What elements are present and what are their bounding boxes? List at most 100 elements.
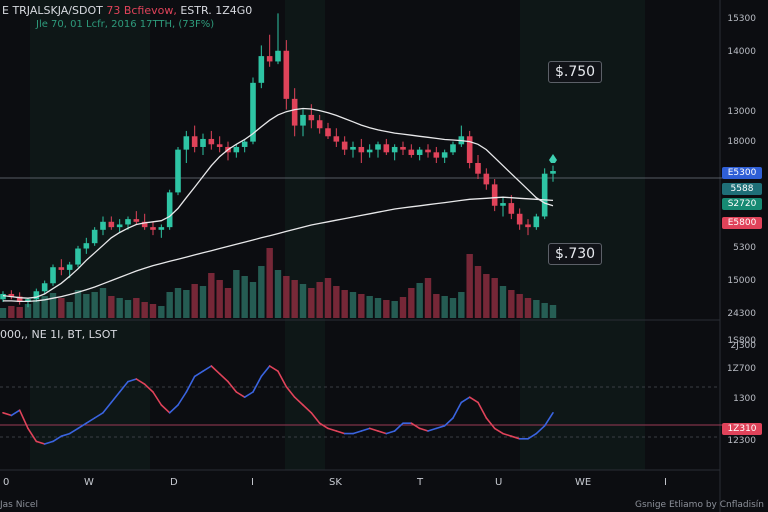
volume-bar xyxy=(124,300,132,318)
candle-body xyxy=(66,264,73,270)
osc-segment xyxy=(502,432,513,438)
volume-bar xyxy=(241,276,248,318)
candle xyxy=(75,245,81,268)
volume-bar xyxy=(191,284,198,318)
candle xyxy=(208,130,215,150)
candle-body xyxy=(91,229,98,244)
candle xyxy=(450,141,456,155)
osc-segment xyxy=(177,391,188,406)
osc-segment xyxy=(368,427,379,432)
indicator-label: 000,, NE 1I, BT, LSOT xyxy=(0,328,118,341)
grid-lines xyxy=(0,0,740,512)
volume-bar xyxy=(383,300,390,318)
volume-bar xyxy=(233,270,240,318)
indicator-axis-label: 1300 xyxy=(733,394,756,404)
candle-body xyxy=(383,144,390,153)
osc-segment xyxy=(52,435,63,443)
candle-body xyxy=(283,50,290,99)
candle-body xyxy=(325,128,331,137)
candle-body xyxy=(275,50,281,62)
candle xyxy=(216,136,223,153)
candle xyxy=(425,144,431,158)
candle xyxy=(400,141,406,155)
volume-bar xyxy=(541,303,548,318)
osc-segment xyxy=(10,409,21,417)
candle xyxy=(0,291,6,302)
osc-segment xyxy=(268,365,279,373)
candle xyxy=(175,146,181,196)
volume-bars xyxy=(0,248,557,318)
osc-segment xyxy=(77,422,88,430)
symbol-label: E TRJALSKJA/SDOT xyxy=(2,4,103,17)
osc-segment xyxy=(18,409,29,430)
volume-bar xyxy=(416,283,423,318)
price-tag: E5800 xyxy=(722,217,762,229)
candle-body xyxy=(125,219,131,225)
candle xyxy=(458,125,465,147)
volume-bar xyxy=(308,288,315,318)
candle xyxy=(475,154,481,180)
volume-bar xyxy=(424,278,432,318)
candle-body xyxy=(291,98,298,126)
candle-body xyxy=(250,82,256,142)
volume-bar xyxy=(41,296,48,318)
volume-bar xyxy=(283,276,290,318)
candle-body xyxy=(358,146,365,153)
candle-body xyxy=(141,221,148,228)
price-axis-label: 13000 xyxy=(727,107,756,117)
osc-segment xyxy=(93,411,104,419)
osc-segment xyxy=(110,391,121,404)
volume-bar xyxy=(408,288,415,318)
candle-body xyxy=(341,141,348,150)
candle-body xyxy=(466,136,473,163)
price-axis-label: 18000 xyxy=(727,137,756,147)
candle-body xyxy=(550,171,556,174)
volume-bar xyxy=(291,280,298,318)
candle xyxy=(416,146,423,161)
time-axis-label: SK xyxy=(329,477,342,488)
candle xyxy=(308,104,315,129)
osc-segment xyxy=(127,378,138,383)
osc-segment xyxy=(385,430,396,435)
osc-segment xyxy=(327,427,338,432)
candle xyxy=(516,208,523,230)
candle xyxy=(325,122,331,139)
osc-segment xyxy=(393,422,404,432)
osc-segment xyxy=(235,391,246,399)
candle-body xyxy=(241,141,248,147)
volume-bar xyxy=(491,278,498,318)
candle xyxy=(150,221,156,236)
ma-fast-line xyxy=(2,107,554,299)
candle-body xyxy=(366,149,373,153)
candle-body xyxy=(400,146,406,150)
candle xyxy=(191,125,198,153)
volume-bar xyxy=(249,282,257,318)
osc-segment xyxy=(468,396,479,404)
volume-bar xyxy=(324,278,332,318)
candle xyxy=(541,168,548,220)
candle xyxy=(366,144,373,158)
candle-body xyxy=(16,296,23,302)
candle xyxy=(41,280,48,294)
volume-bar xyxy=(266,248,273,318)
volume-bar xyxy=(91,292,98,318)
candle-body xyxy=(266,56,273,62)
price-tag: E5300 xyxy=(722,167,762,179)
chart-subheader: Jle 70, 01 Lcfr, 2016 17TTH, (73F%) xyxy=(36,19,215,30)
volume-bar xyxy=(341,290,348,318)
osc-segment xyxy=(427,427,438,432)
price-callout-upper: $.750 xyxy=(548,61,603,83)
osc-segment xyxy=(418,427,429,432)
footer-right: Gsnige Etliamo by Cnfladisín xyxy=(634,500,764,510)
candle-body xyxy=(0,293,6,300)
volume-bar xyxy=(49,293,57,318)
candle-body xyxy=(300,114,306,126)
volume-bar xyxy=(549,305,557,318)
osc-segment xyxy=(293,396,304,406)
candle xyxy=(183,130,190,163)
candle-body xyxy=(166,192,173,228)
volume-bar xyxy=(66,302,73,318)
osc-segment xyxy=(2,411,13,417)
osc-segment xyxy=(460,396,471,404)
osc-segment xyxy=(510,435,521,440)
